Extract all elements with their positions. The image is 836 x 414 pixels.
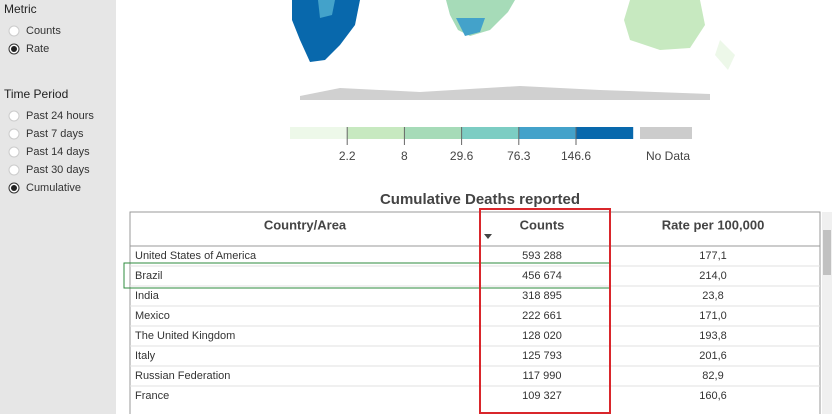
cell: 171,0 <box>699 310 727 322</box>
column-header[interactable]: Rate per 100,000 <box>662 217 765 232</box>
highlight-column <box>479 208 611 414</box>
radio[interactable] <box>8 146 20 158</box>
legend-label: 29.6 <box>450 149 474 163</box>
radio[interactable] <box>8 25 20 37</box>
legend-swatch <box>518 127 576 139</box>
legend-label: 76.3 <box>507 149 531 163</box>
radio[interactable] <box>8 128 20 140</box>
radio-label[interactable]: Counts <box>26 25 61 37</box>
radio-label[interactable]: Past 24 hours <box>26 110 94 122</box>
new-zealand <box>715 40 735 70</box>
south-america <box>292 0 360 62</box>
cell: Italy <box>135 350 156 362</box>
radio-dot <box>11 185 17 191</box>
legend-label: 8 <box>401 149 408 163</box>
group-label: Time Period <box>4 87 68 101</box>
region <box>318 0 335 18</box>
cell: Mexico <box>135 310 170 322</box>
cell: Brazil <box>135 270 163 282</box>
column-header[interactable]: Country/Area <box>264 217 347 232</box>
legend-swatch <box>347 127 405 139</box>
radio-dot <box>11 46 17 52</box>
sidebar <box>0 0 116 414</box>
region <box>456 18 485 36</box>
cell: 214,0 <box>699 270 727 282</box>
legend-swatch <box>404 127 462 139</box>
cell: France <box>135 390 169 402</box>
radio-label[interactable]: Past 30 days <box>26 164 90 176</box>
cell: 117 990 <box>523 370 562 382</box>
cell: 456 674 <box>522 270 562 282</box>
cell: 82,9 <box>702 370 723 382</box>
legend-swatch <box>290 127 348 139</box>
radio[interactable] <box>8 164 20 176</box>
scroll-thumb[interactable] <box>823 230 831 275</box>
radio-label[interactable]: Cumulative <box>26 182 81 194</box>
cell: 318 895 <box>522 290 562 302</box>
cell: 125 793 <box>522 350 562 362</box>
radio[interactable] <box>8 110 20 122</box>
cell: 201,6 <box>699 350 727 362</box>
legend-swatch <box>640 127 692 139</box>
australia <box>624 0 705 50</box>
cell: India <box>135 290 160 302</box>
legend-label: 2.2 <box>339 149 356 163</box>
column-header[interactable]: Counts <box>520 217 565 232</box>
radio-label[interactable]: Past 14 days <box>26 146 90 158</box>
cell: 593 288 <box>522 250 562 262</box>
cell: 193,8 <box>699 330 727 342</box>
table: Country/Area Counts Rate per 100,000 United… <box>129 211 821 414</box>
antarctica <box>300 86 710 100</box>
sort-arrow[interactable] <box>484 234 492 239</box>
cell: 222 661 <box>522 310 562 322</box>
cell: 160,6 <box>699 390 727 402</box>
map <box>292 0 735 100</box>
cell: 23,8 <box>702 290 723 302</box>
legend-swatch <box>461 127 519 139</box>
cell: The United Kingdom <box>135 330 235 342</box>
legend-label: 146.6 <box>561 149 591 163</box>
legend-label: No Data <box>646 149 690 163</box>
group-label: Metric <box>4 2 37 16</box>
cell: 177,1 <box>699 250 727 262</box>
cell: United States of America <box>135 250 257 262</box>
cell: 109 327 <box>522 390 562 402</box>
cell: 128 020 <box>522 330 562 342</box>
cell: Russian Federation <box>135 370 230 382</box>
legend: 2.2 8 29.6 76.3 146.6 No Data <box>290 127 692 163</box>
table-title: Cumulative Deaths reported <box>380 191 580 208</box>
legend-swatch <box>576 127 634 139</box>
radio-label[interactable]: Rate <box>26 43 49 55</box>
radio-label[interactable]: Past 7 days <box>26 128 84 140</box>
scrollbar[interactable] <box>822 212 832 414</box>
